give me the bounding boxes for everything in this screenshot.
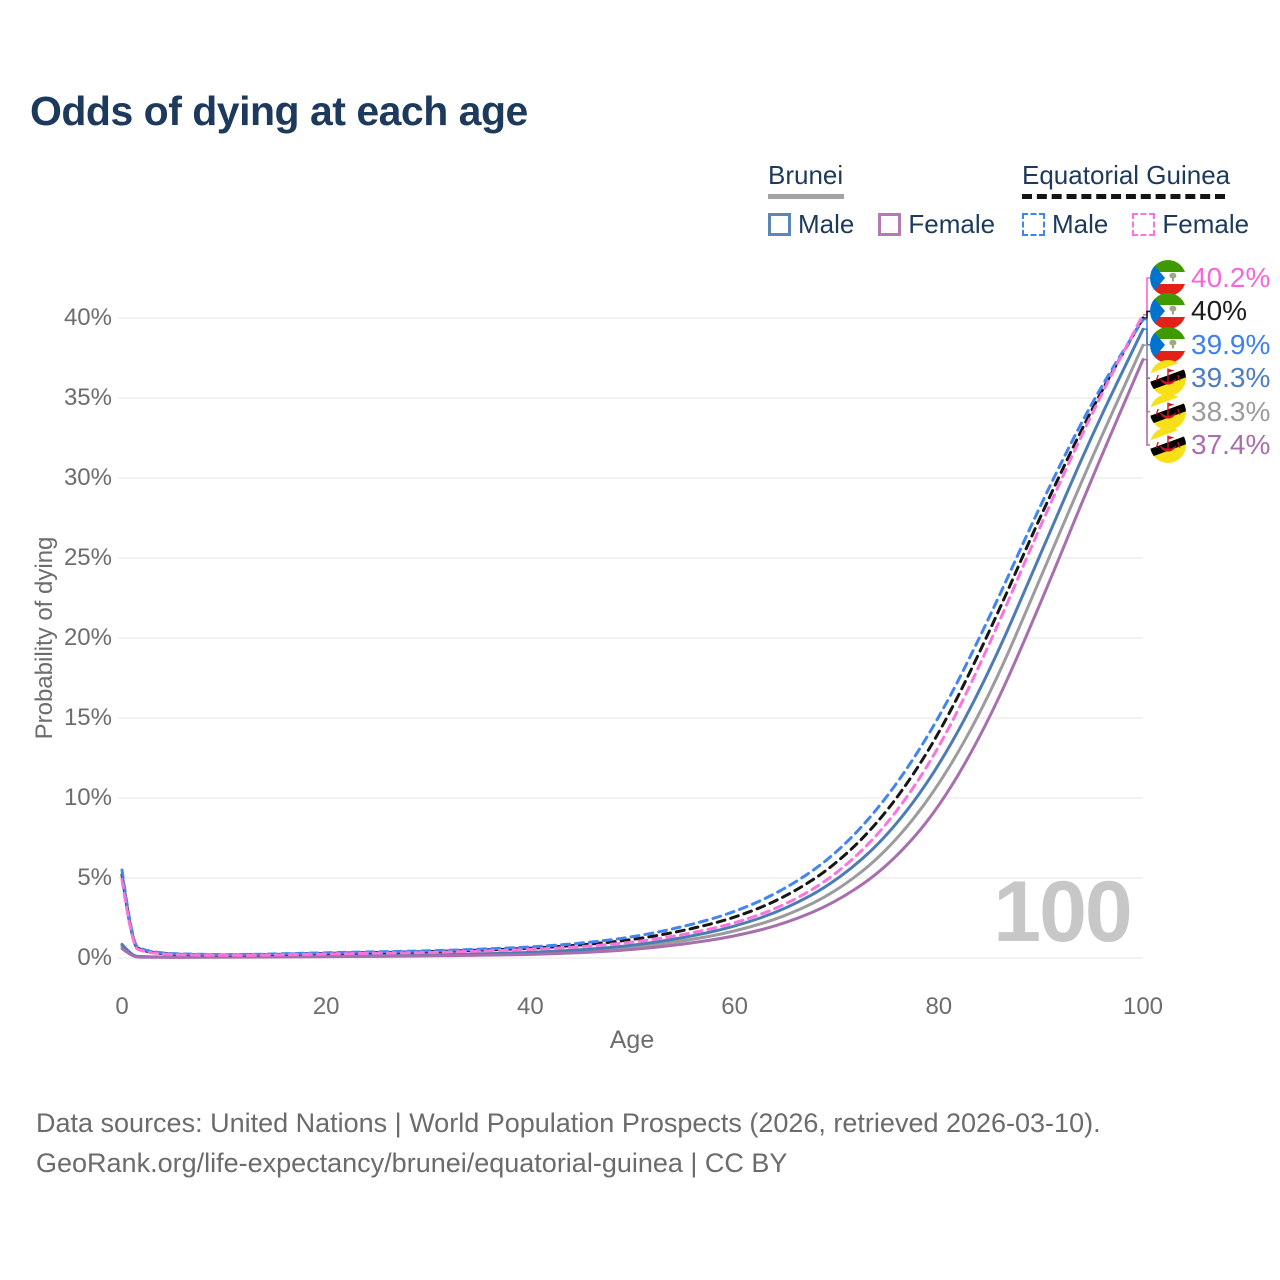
end-label-row: 39.9% — [1150, 326, 1270, 364]
legend-equatorial-guinea-title[interactable]: Equatorial Guinea — [1022, 160, 1231, 190]
y-tick-label: 15% — [63, 704, 112, 731]
y-tick-label: 25% — [63, 544, 112, 571]
x-tick-label: 100 — [1122, 993, 1164, 1020]
legend-equatorial-guinea-male-label[interactable]: Male — [1052, 209, 1109, 239]
mortality-curves — [120, 313, 1145, 959]
flag-equatorial-guinea-icon — [1150, 327, 1186, 363]
y-tick-label: 40% — [63, 304, 112, 331]
x-tick-label: 20 — [312, 993, 340, 1020]
end-label-value: 39.3% — [1191, 362, 1271, 394]
x-axis-title: Age — [609, 1026, 655, 1054]
legend-brunei-title[interactable]: Brunei — [768, 160, 844, 190]
legend-equatorial-guinea-female-checkbox[interactable] — [1132, 213, 1156, 236]
flag-brunei-icon — [1150, 394, 1186, 430]
y-axis-title: Probability of dying — [31, 536, 58, 740]
y-tick-label: 30% — [63, 464, 112, 491]
end-label-value: 37.4% — [1191, 429, 1271, 460]
y-tick-label: 10% — [63, 784, 112, 811]
legend-equatorial-guinea-underline — [1022, 194, 1225, 199]
flag-equatorial-guinea-icon — [1150, 260, 1186, 296]
end-label-value: 39.9% — [1191, 328, 1271, 360]
y-tick-label: 0% — [77, 944, 112, 971]
legend-brunei-male-label[interactable]: Male — [798, 209, 855, 239]
end-label-row: 40% — [1150, 292, 1247, 330]
legend-brunei-female-checkbox[interactable] — [878, 213, 902, 236]
curve-equatorial-guinea-both — [120, 316, 1145, 957]
legend-equatorial-guinea-female-label[interactable]: Female — [1162, 209, 1250, 239]
age-watermark: 100 — [993, 864, 1131, 960]
curve-equatorial-guinea-female — [120, 313, 1145, 957]
end-label-row: 38.3% — [1150, 393, 1270, 431]
end-label-value: 40% — [1191, 295, 1248, 327]
legend-brunei-underline — [768, 194, 844, 199]
y-tick-label: 20% — [63, 624, 112, 651]
x-tick-label: 0 — [115, 993, 129, 1020]
y-tick-label: 35% — [63, 384, 112, 411]
page-title: Odds of dying at each age — [30, 88, 528, 134]
end-label-value: 38.3% — [1191, 395, 1271, 427]
flag-brunei-icon — [1150, 427, 1186, 463]
legend-brunei-female-label[interactable]: Female — [908, 209, 996, 239]
x-tick-label: 40 — [517, 993, 544, 1020]
end-label-row: 40.2% — [1150, 259, 1270, 297]
curve-brunei-both — [120, 343, 1145, 959]
gridlines — [118, 317, 1143, 959]
x-tick-label: 80 — [925, 993, 953, 1020]
legend-equatorial-guinea-male-checkbox[interactable] — [1022, 213, 1045, 236]
data-sources-note: Data sources: United Nations | World Pop… — [36, 1108, 1101, 1138]
end-label-row: 37.4% — [1150, 426, 1270, 464]
x-tick-label: 60 — [721, 993, 748, 1020]
y-tick-label: 5% — [77, 864, 112, 891]
legend-group-brunei: Brunei Male Female — [768, 160, 995, 240]
curve-brunei-female — [120, 358, 1145, 959]
legend-group-equatorial-guinea: Equatorial Guinea Male Female — [1022, 160, 1249, 240]
flag-equatorial-guinea-icon — [1150, 293, 1186, 329]
end-label-row: 39.3% — [1150, 359, 1270, 397]
curve-equatorial-guinea-male — [120, 318, 1145, 957]
legend-brunei-male-checkbox[interactable] — [768, 213, 791, 236]
flag-brunei-icon — [1150, 360, 1186, 396]
end-label-value: 40.2% — [1191, 262, 1271, 293]
attribution-note: GeoRank.org/life-expectancy/brunei/equat… — [36, 1148, 788, 1178]
